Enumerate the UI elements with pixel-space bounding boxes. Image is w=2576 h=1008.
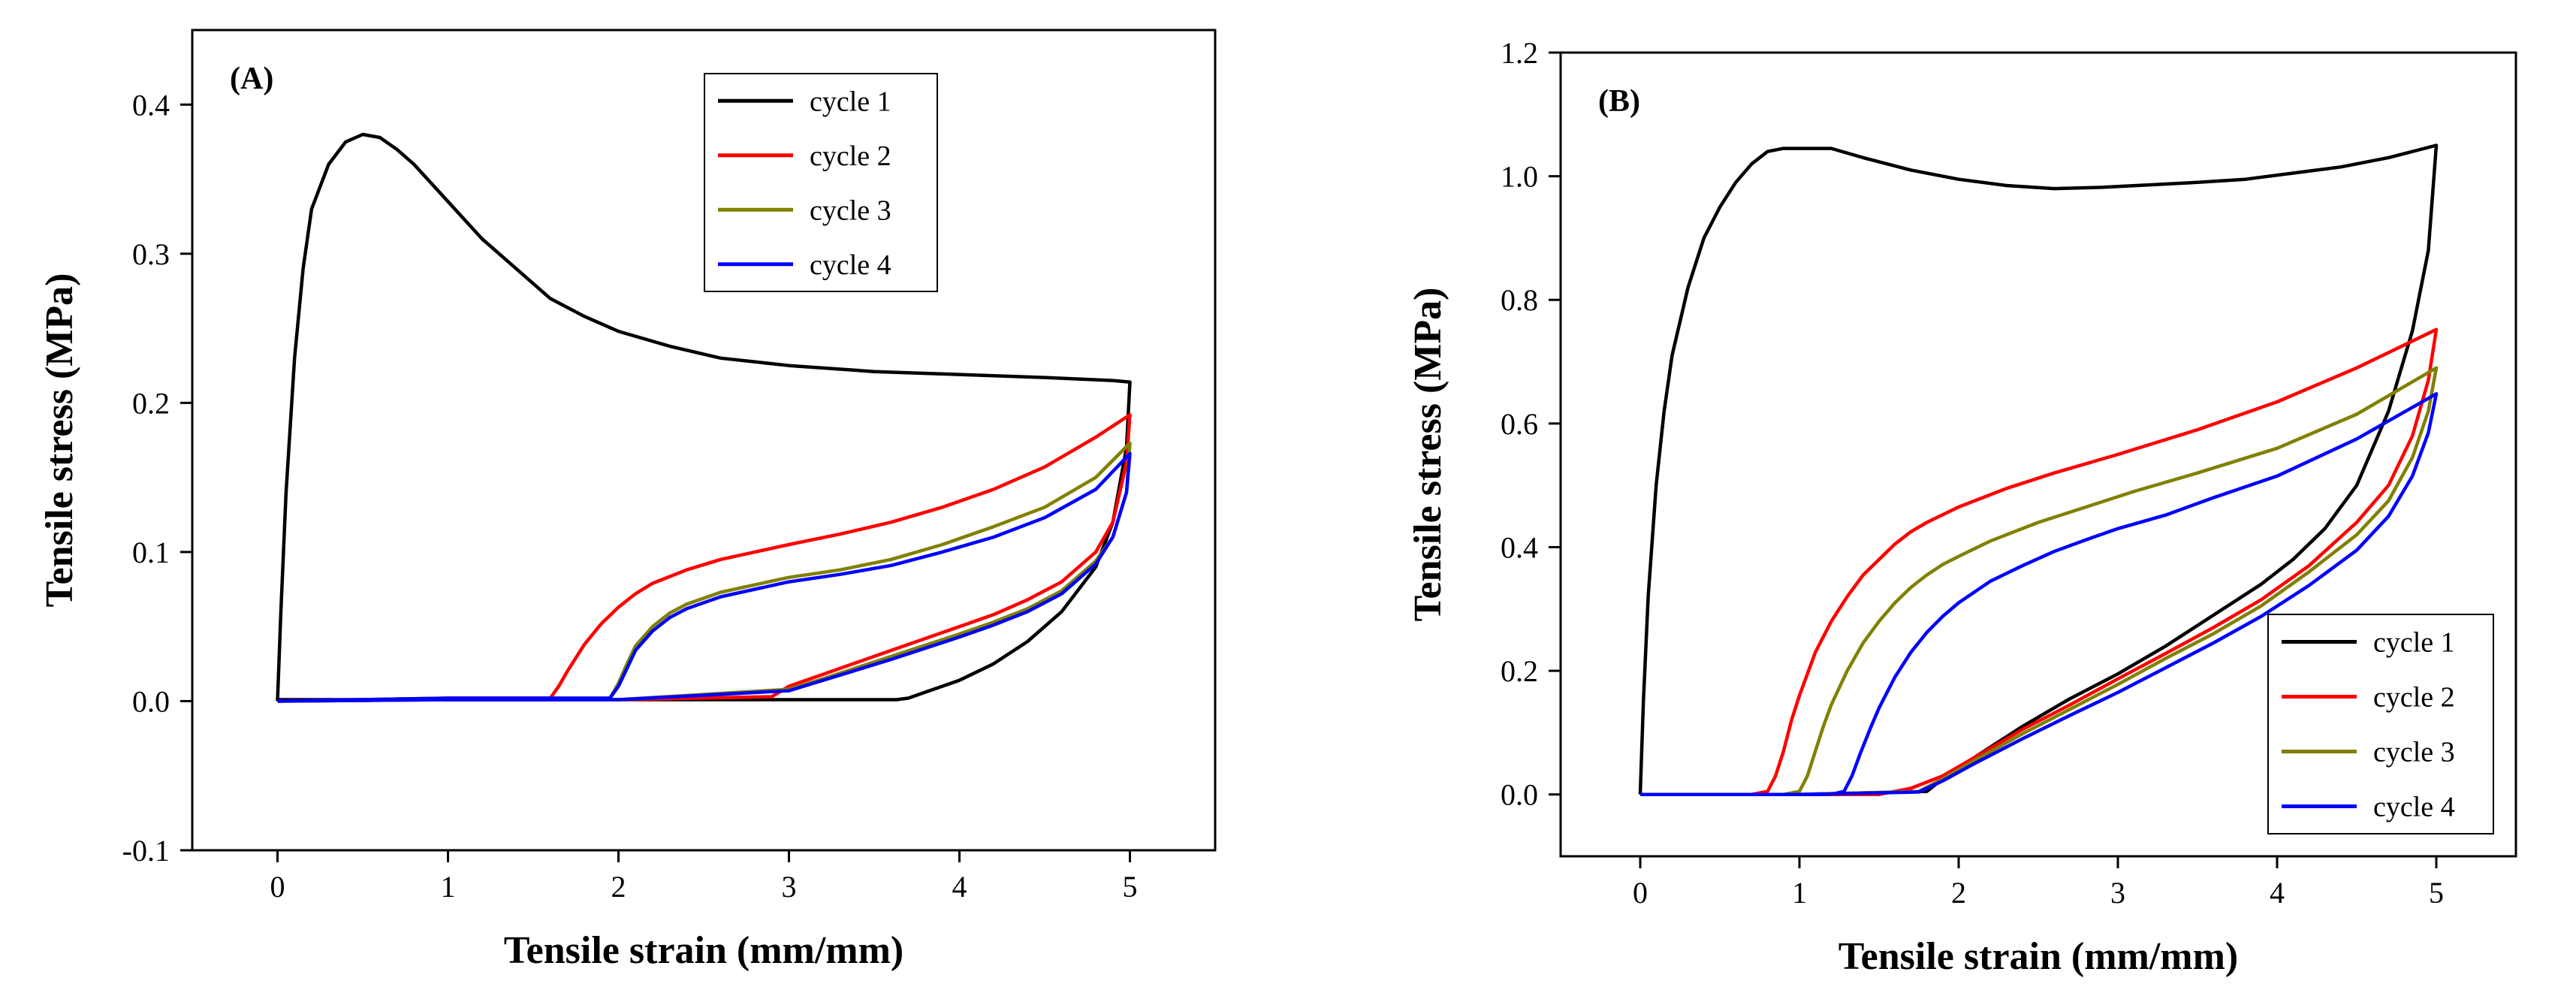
panel-b-y-tick-label: 0.4 <box>1501 530 1538 564</box>
panel-b-y-tick-label: 0.0 <box>1501 778 1538 812</box>
panel-b-series-line-cycle-2 <box>1640 327 2439 796</box>
panel-b-y-tick-label: 0.8 <box>1501 283 1538 317</box>
panel-b-x-tick-label: 1 <box>1792 876 1807 910</box>
panel-b-x-tick-label: 4 <box>2270 876 2285 910</box>
panel-a-x-tick-label: 4 <box>952 870 967 904</box>
panel-a-ticks: 0 1 2 3 4 5 -0.1 0.0 0.1 0.2 0.3 0.4 <box>122 88 1138 904</box>
panel-a-legend-label-cycle-1: cycle 1 <box>810 86 891 117</box>
panel-b-legend-label-cycle-1: cycle 1 <box>2373 627 2455 659</box>
panel-a-label: (A) <box>230 62 273 96</box>
panel-a-series-line-cycle-2 <box>277 412 1132 703</box>
panel-b-legend-label-cycle-2: cycle 2 <box>2373 682 2455 714</box>
panel-a-legend-label-cycle-4: cycle 4 <box>810 249 891 281</box>
panel-a-y-tick-label: -0.1 <box>122 834 170 868</box>
panel-b-x-tick-label: 5 <box>2429 876 2444 910</box>
panel-b-plot-frame <box>1559 51 2517 858</box>
panel-b-label: (B) <box>1598 84 1640 119</box>
panel-b-x-axis-label: Tensile strain (mm/mm) <box>1838 935 2238 978</box>
panel-b-y-tick-label: 1.2 <box>1501 36 1538 70</box>
panel-b-series-line-cycle-3 <box>1640 366 2439 796</box>
panel-b-legend-box <box>2267 614 2494 834</box>
panel-a-x-tick-label: 2 <box>611 870 626 904</box>
panel-a-x-tick-label: 5 <box>1123 870 1138 904</box>
panel-b-x-tick-label: 3 <box>2110 876 2125 910</box>
panel-a-legend-label-cycle-2: cycle 2 <box>810 140 891 172</box>
panel-b-legend: cycle 1 cycle 2 cycle 3 cycle 4 <box>2267 614 2494 834</box>
panel-b-lines <box>1638 143 2439 796</box>
panel-b: 0 1 2 3 4 5 0.0 0.2 0.4 0.6 0.8 1.0 1.2 (B) Tensile … <box>1407 36 2517 978</box>
panel-a-y-tick-label: 0.1 <box>132 536 170 569</box>
panel-b-legend-label-cycle-4: cycle 4 <box>2373 792 2455 823</box>
panel-a-y-tick-label: 0.4 <box>132 88 170 122</box>
panel-b-legend-label-cycle-3: cycle 3 <box>2373 737 2455 768</box>
panel-a-x-axis-label: Tensile strain (mm/mm) <box>504 929 903 972</box>
panel-b-y-tick-label: 1.0 <box>1501 160 1538 194</box>
panel-b-y-tick-label: 0.6 <box>1501 407 1538 441</box>
panel-a-x-tick-label: 0 <box>270 870 285 904</box>
panel-a-plot-frame <box>191 29 1217 852</box>
panel-b-y-axis-label: Tensile stress (MPa) <box>1407 288 1449 622</box>
panel-b-x-tick-label: 0 <box>1633 876 1648 910</box>
panel-b-y-tick-label: 0.2 <box>1501 654 1538 688</box>
panel-a-series-line-cycle-4 <box>277 451 1132 703</box>
panel-b-x-tick-label: 2 <box>1951 876 1966 910</box>
panel-b-series-line-cycle-4 <box>1640 392 2439 796</box>
panel-a-y-tick-label: 0.2 <box>132 386 170 420</box>
panel-a-legend: cycle 1 cycle 2 cycle 3 cycle 4 <box>704 73 938 292</box>
panel-a-y-tick-label: 0.0 <box>132 684 170 718</box>
panel-a-y-axis-label: Tensile stress (MPa) <box>38 273 81 608</box>
panel-a-series-line-cycle-3 <box>277 441 1132 703</box>
panel-b-series-line-cycle-1 <box>1638 143 2439 796</box>
panel-a: 0 1 2 3 4 5 -0.1 0.0 0.1 0.2 0.3 0.4 (A) Tensile st… <box>38 29 1217 972</box>
panel-a-lines <box>276 132 1132 703</box>
panel-a-legend-label-cycle-3: cycle 3 <box>810 195 891 226</box>
panel-a-x-tick-label: 3 <box>782 870 797 904</box>
panel-a-x-tick-label: 1 <box>441 870 456 904</box>
panel-a-series-line-cycle-1 <box>276 132 1132 702</box>
panel-a-y-tick-label: 0.3 <box>132 237 170 271</box>
panel-a-legend-box <box>704 73 938 292</box>
panel-b-ticks: 0 1 2 3 4 5 0.0 0.2 0.4 0.6 0.8 1.0 1.2 <box>1501 36 2444 910</box>
